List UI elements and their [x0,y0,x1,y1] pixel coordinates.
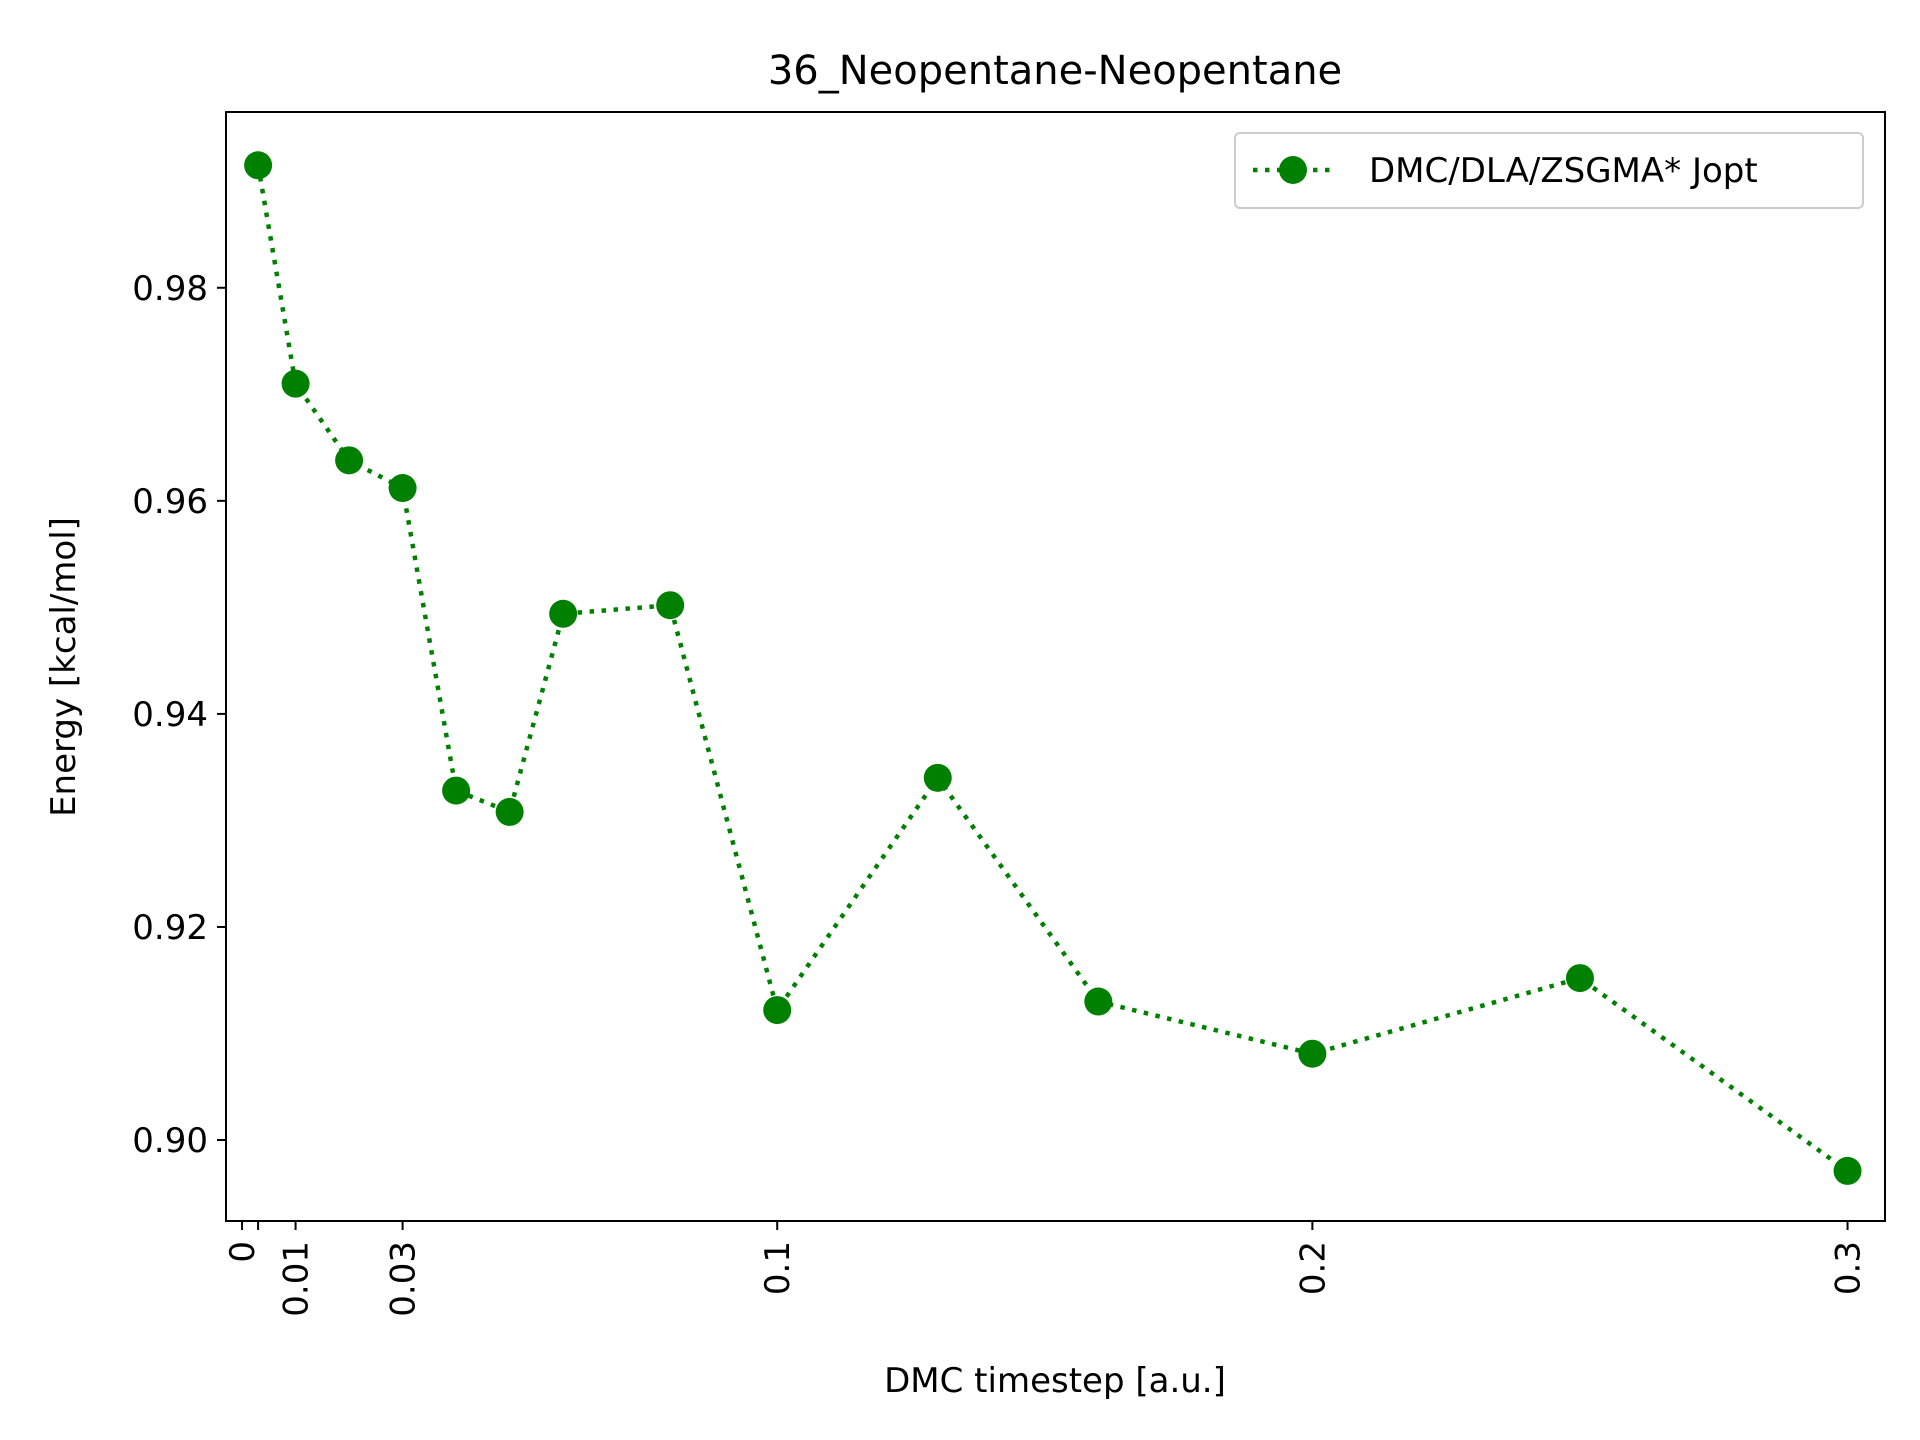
y-axis-label: Energy [kcal/mol] [44,517,84,817]
data-point [1084,987,1113,1016]
plot-area: 0 0.01 0.03 0.1 0.2 0.3 0.90 0.92 0.94 0.96 0.98 [132,111,1886,1317]
x-tick-label: 0.1 [758,1241,798,1295]
x-axis-ticks: 0 0.01 0.03 0.1 0.2 0.3 [223,1221,1869,1317]
chart-title: 36_Neopentane-Neopentane [768,48,1342,94]
data-point [763,996,792,1025]
y-tick-label: 0.92 [132,908,208,948]
data-point [244,151,273,180]
data-point [442,776,471,805]
data-point [388,474,417,503]
y-axis-ticks: 0.90 0.92 0.94 0.96 0.98 [132,269,226,1161]
data-point [549,599,578,628]
y-tick-label: 0.96 [132,482,208,522]
data-point [1565,964,1594,993]
x-tick-label: 0.01 [277,1241,317,1317]
x-tick-label: 0 [223,1241,263,1263]
data-point [335,446,364,475]
data-point [923,763,952,792]
x-tick-label: 0.03 [384,1241,424,1317]
data-point [1833,1156,1862,1185]
legend-marker [1279,156,1307,184]
data-point [281,369,310,398]
x-axis-label: DMC timestep [a.u.] [884,1361,1226,1401]
x-tick-label: 0.2 [1293,1241,1333,1295]
y-tick-label: 0.98 [132,269,208,309]
data-point [1298,1039,1327,1068]
y-tick-label: 0.94 [132,695,208,735]
x-tick-label: 0.3 [1829,1241,1869,1295]
series-points [244,151,1862,1185]
legend: DMC/DLA/ZSGMA* Jopt [1234,132,1864,209]
y-tick-label: 0.90 [132,1121,208,1161]
legend-box [1234,132,1864,209]
legend-label: DMC/DLA/ZSGMA* Jopt [1369,151,1758,191]
plot-frame [225,111,1886,1222]
data-point [656,591,685,620]
data-point [495,797,524,826]
